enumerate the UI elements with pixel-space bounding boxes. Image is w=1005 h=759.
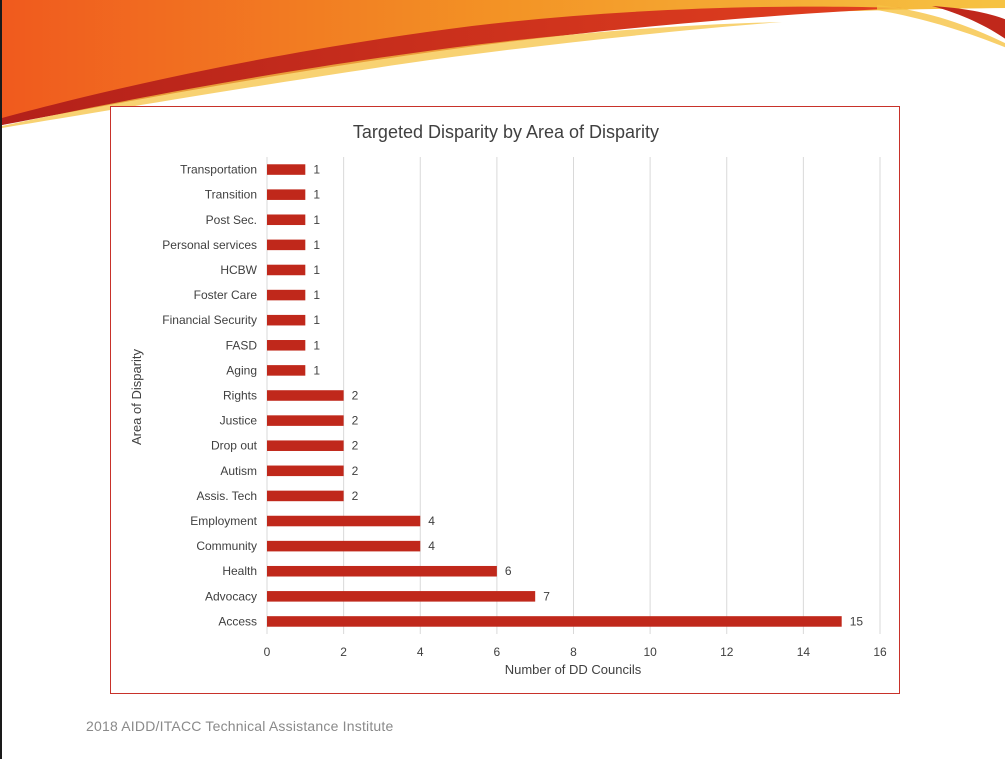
data-label: 4: [428, 514, 435, 528]
y-axis-label: Area of Disparity: [129, 348, 144, 445]
category-label: Transition: [205, 188, 257, 202]
x-tick-label: 12: [720, 645, 734, 659]
x-tick-label: 14: [797, 645, 811, 659]
bar: [267, 340, 306, 351]
bar-chart: Targeted Disparity by Area of Disparity …: [129, 122, 887, 677]
bar: [267, 214, 306, 226]
header-swoosh-decoration: [2, 0, 1005, 128]
x-tick-label: 0: [264, 645, 271, 659]
category-label: HCBW: [220, 263, 257, 277]
bar: [267, 540, 421, 552]
bar: [267, 515, 421, 527]
data-label: 1: [313, 363, 320, 377]
x-tick-label: 8: [570, 645, 577, 659]
data-labels: 1 1 1 1 1 1 1 1 1 2 2 2 2 2 4 4 6 7 15: [313, 163, 863, 629]
data-label: 15: [850, 614, 864, 628]
bar: [267, 390, 344, 401]
footer-text: 2018 AIDD/ITACC Technical Assistance Ins…: [86, 718, 394, 734]
data-label: 2: [352, 489, 359, 503]
bar: [267, 264, 306, 276]
bar: [267, 239, 306, 251]
bar: [267, 365, 306, 376]
category-label: Post Sec.: [206, 213, 257, 227]
x-tick-label: 6: [494, 645, 501, 659]
category-label: Drop out: [211, 439, 258, 453]
category-label: Justice: [220, 414, 258, 428]
data-label: 1: [313, 313, 320, 327]
x-tick-label: 2: [340, 645, 347, 659]
gridlines: [266, 157, 881, 634]
bar: [267, 289, 306, 301]
category-label: Personal services: [162, 238, 257, 252]
category-label: Access: [218, 614, 257, 628]
x-tick-label: 4: [417, 645, 424, 659]
bar: [267, 314, 306, 326]
category-label: Employment: [190, 514, 257, 528]
x-tick-labels: 0 2 4 6 8 10 12 14 16: [264, 645, 887, 659]
category-label: Transportation: [180, 163, 257, 177]
category-label: Rights: [223, 389, 257, 403]
category-label: Community: [196, 539, 257, 553]
data-label: 1: [313, 188, 320, 202]
category-labels: Transportation Transition Post Sec. Persona…: [162, 163, 257, 629]
category-label: Assis. Tech: [197, 489, 257, 503]
bar: [267, 465, 344, 477]
data-label: 2: [352, 389, 359, 403]
chart-title: Targeted Disparity by Area of Disparity: [353, 122, 659, 142]
data-label: 2: [352, 414, 359, 428]
bar: [267, 415, 344, 426]
data-label: 1: [313, 338, 320, 352]
bar: [267, 440, 344, 451]
data-label: 6: [505, 564, 512, 578]
data-label: 1: [313, 238, 320, 252]
category-label: Financial Security: [162, 313, 257, 327]
category-label: Aging: [226, 363, 257, 377]
bar: [267, 490, 344, 502]
bar: [267, 616, 842, 627]
data-label: 2: [352, 464, 359, 478]
bar: [267, 565, 497, 577]
data-label: 1: [313, 163, 320, 177]
bar: [267, 189, 306, 200]
data-label: 7: [543, 589, 550, 603]
x-tick-label: 10: [643, 645, 657, 659]
data-label: 2: [352, 439, 359, 453]
data-label: 1: [313, 213, 320, 227]
category-label: Foster Care: [194, 288, 258, 302]
bar: [267, 164, 306, 175]
x-tick-label: 16: [873, 645, 887, 659]
category-label: FASD: [226, 338, 258, 352]
x-axis-label: Number of DD Councils: [505, 662, 642, 677]
category-label: Health: [222, 564, 257, 578]
bars: [267, 164, 842, 627]
data-label: 4: [428, 539, 435, 553]
data-label: 1: [313, 288, 320, 302]
data-label: 1: [313, 263, 320, 277]
bar: [267, 591, 536, 602]
category-label: Advocacy: [205, 589, 257, 603]
category-label: Autism: [220, 464, 257, 478]
chart-frame: Targeted Disparity by Area of Disparity …: [110, 106, 900, 694]
